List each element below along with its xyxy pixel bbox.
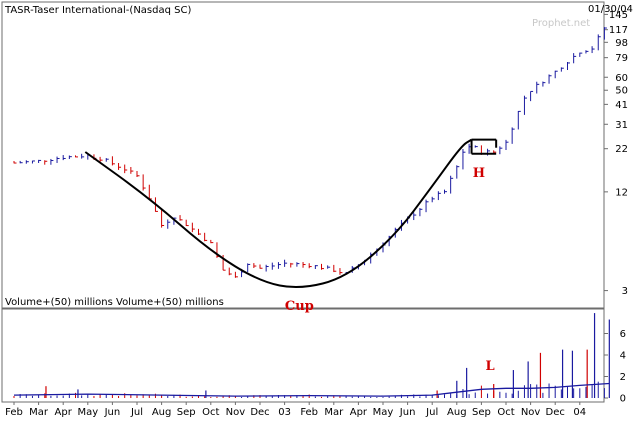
x-tick-label: Sep	[177, 407, 196, 418]
price-tick-label: 79	[615, 53, 628, 64]
x-tick-label: Sep	[472, 407, 491, 418]
volume-tick-label: 6	[620, 329, 626, 340]
price-bars	[13, 27, 607, 278]
x-tick-label: 03	[278, 407, 291, 418]
x-tick-label: Nov	[226, 407, 246, 418]
x-tick-label: Oct	[497, 407, 514, 418]
price-tick-label: 12	[615, 187, 628, 198]
x-tick-label: Jun	[399, 407, 416, 418]
chart-date-label: 01/30/04	[588, 4, 633, 15]
x-tick-label: May	[373, 407, 394, 418]
x-tick-label: Mar	[324, 407, 344, 418]
price-tick-label: 60	[615, 73, 628, 84]
price-tick-label: 98	[615, 38, 628, 49]
x-tick-label: Oct	[202, 407, 219, 418]
price-tick-label: 50	[615, 86, 628, 97]
price-tick-label: 31	[615, 120, 628, 131]
x-tick-label: Jul	[130, 407, 143, 418]
x-tick-label: Mar	[29, 407, 49, 418]
price-panel	[1, 1, 605, 309]
x-tick-label: Aug	[447, 407, 467, 418]
x-tick-label: Apr	[350, 407, 368, 418]
cup-line	[84, 138, 473, 289]
volume-label-b: Volume+(50) millions	[116, 297, 224, 308]
price-tick-label: 22	[615, 144, 628, 155]
x-tick-label: Nov	[521, 407, 541, 418]
volume-tick-label: 0	[620, 394, 626, 405]
chart-title: TASR-Taser International-(Nasdaq SC)	[4, 5, 191, 16]
volume-bars	[13, 313, 610, 398]
x-axis-labels: Feb Mar Apr May Jun Jul Aug Sep Oct Nov Dec 03 Feb Ma…	[5, 402, 586, 418]
x-tick-label: Dec	[250, 407, 269, 418]
x-tick-label: Dec	[546, 407, 565, 418]
pattern-annotations: Cup H L	[285, 166, 495, 374]
annotation-h: H	[473, 166, 485, 181]
annotation-l: L	[485, 359, 494, 374]
x-tick-label: Feb	[5, 407, 23, 418]
price-tick-label: 145	[609, 10, 628, 21]
volume-average-line	[13, 382, 610, 397]
price-tick-label: 3	[622, 286, 628, 297]
watermark: Prophet.net	[532, 18, 590, 29]
volume-axis-ticks: 0 2 4 6	[604, 329, 626, 405]
price-axis-ticks: 145 117 98 79 60 50 41 31 22 12 3	[604, 10, 628, 297]
volume-average-path	[13, 382, 610, 397]
x-tick-label: May	[77, 407, 98, 418]
volume-tick-label: 2	[620, 372, 626, 383]
volume-tick-label: 4	[620, 351, 626, 362]
x-tick-label: 04	[573, 407, 586, 418]
cup-handle-pattern	[84, 138, 498, 289]
price-tick-label: 41	[615, 100, 628, 111]
volume-label-a: Volume+(50) millions	[5, 297, 113, 308]
x-tick-label: Feb	[300, 407, 318, 418]
x-tick-label: Aug	[152, 407, 172, 418]
x-tick-label: Jun	[104, 407, 121, 418]
annotation-cup: Cup	[285, 299, 314, 314]
x-tick-label: Apr	[55, 407, 73, 418]
price-tick-label: 117	[609, 25, 628, 36]
x-tick-label: Jul	[425, 407, 438, 418]
